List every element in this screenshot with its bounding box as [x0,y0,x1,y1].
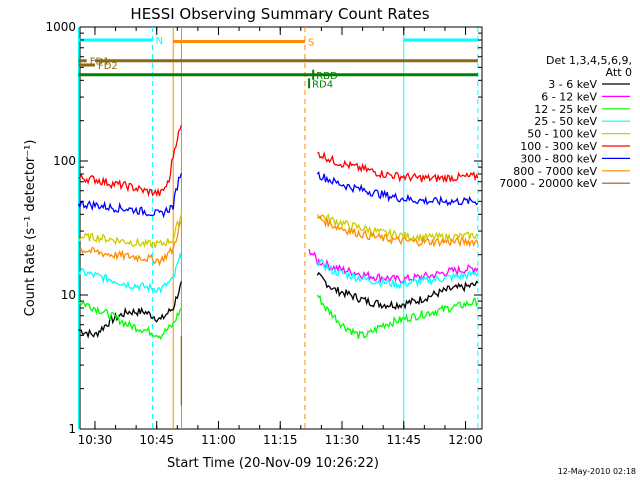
series-line [316,258,479,290]
legend-entry-7: 800 - 7000 keV [513,165,597,178]
x-tick-label-4: 11:30 [325,433,360,447]
legend-entry-6: 300 - 800 keV [520,152,597,165]
legend-entry-4: 50 - 100 keV [527,128,597,141]
y-tick-label-0: 1 [68,422,76,436]
plot-frame [79,26,483,430]
series-0 [78,271,479,339]
series-line [77,300,182,341]
legend-header-1: Att 0 [606,66,632,79]
flag-label-6: RD4 [312,79,333,90]
vertical-markers [77,27,479,429]
flag-label-1: S [308,37,314,48]
series-4 [77,213,479,249]
legend-entry-8: 7000 - 20000 keV [499,177,597,190]
y-tick-label-1: 10 [61,288,76,302]
series-2 [77,294,479,341]
flag-label-3: FD2 [98,61,118,72]
legend-entry-1: 6 - 12 keV [541,90,597,103]
x-axis-label: Start Time (20-Nov-09 10:26:22) [167,456,379,471]
series-line [78,124,183,198]
chart-title: HESSI Observing Summary Count Rates [130,5,429,23]
series-3 [77,251,479,295]
y-tick-label-3: 1000 [45,20,76,34]
series-line [77,213,183,249]
series-line [317,150,479,183]
legend-header-0: Det 1,3,4,5,6,9, [546,54,632,67]
x-tick-label-1: 10:45 [139,433,174,447]
series-7 [78,214,479,267]
series-line [317,214,479,248]
legend-entry-3: 25 - 50 keV [534,115,597,128]
series-5 [78,124,479,198]
legend-entry-2: 12 - 25 keV [534,103,597,116]
x-tick-label-3: 11:15 [263,433,298,447]
axes-group: 10:30 10:45 11:00 11:15 11:30 11:45 12:00 1 10 10… [45,20,482,447]
flag-bars: NSFD1FD2RD4RBD [78,36,478,90]
series-6 [77,170,479,219]
flag-label-0: N [156,36,163,47]
x-tick-label-2: 11:00 [201,433,236,447]
legend-entry-0: 3 - 6 keV [548,78,597,91]
flag-label-7: RBD [316,71,338,82]
y-axis-label: Count Rate (s⁻¹ detector⁻¹) [23,140,38,317]
series-line [78,281,183,339]
y-tick-label-2: 100 [53,154,76,168]
series-line [316,271,479,311]
series-line [316,170,479,207]
series-line [78,220,182,267]
footer-timestamp: 12-May-2010 02:18 [558,467,636,476]
series-1 [308,248,479,285]
legend-entry-5: 100 - 300 keV [520,140,597,153]
series-line [316,294,479,339]
series-line [77,251,183,295]
x-tick-label-6: 12:00 [448,433,483,447]
x-tick-label-0: 10:30 [78,433,113,447]
series-line [308,248,479,285]
x-tick-label-5: 11:45 [386,433,421,447]
series-line [77,173,183,219]
series-group [77,124,479,406]
